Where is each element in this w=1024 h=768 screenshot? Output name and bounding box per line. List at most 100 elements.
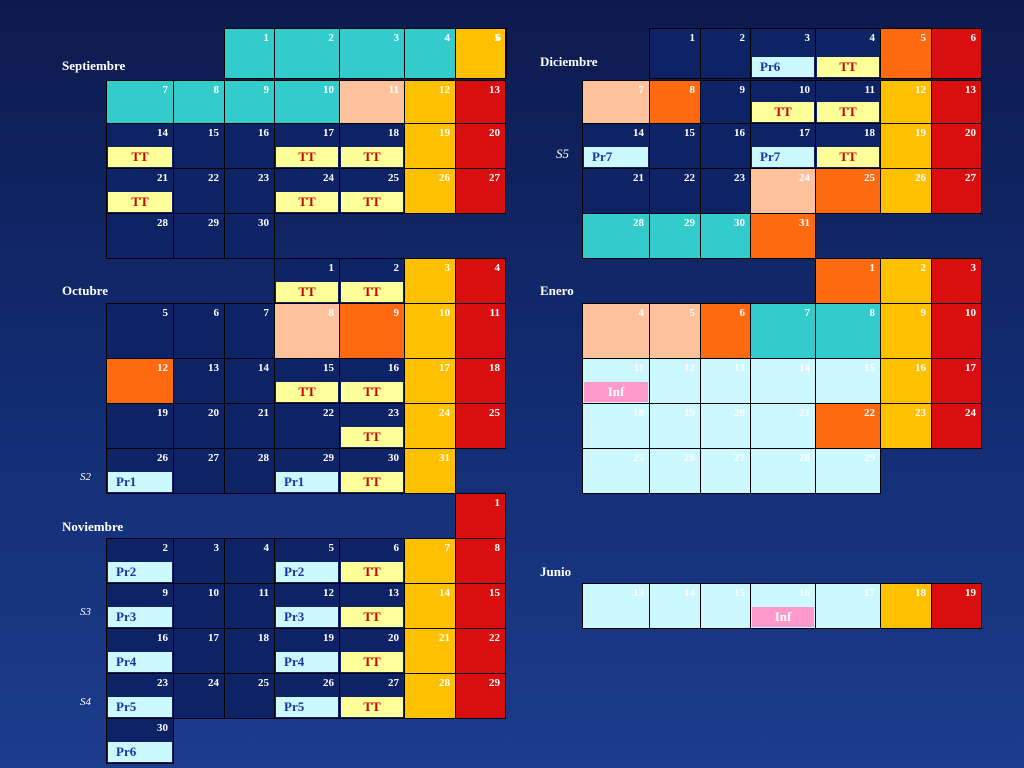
day-cell-noviembre-9[interactable]: 9 Pr3 [106,583,174,629]
day-cell-octubre-15[interactable]: 15 TT [274,358,340,404]
day-cell-noviembre-20[interactable]: 20 TT [339,628,405,674]
day-cell-enero-19[interactable]: 19 [649,403,701,449]
day-cell-diciembre-3[interactable]: 3 Pr6 [750,28,816,79]
day-cell-octubre-21[interactable]: 21 [224,403,275,449]
day-cell-octubre-24[interactable]: 24 [404,403,456,449]
day-cell-septiembre-2[interactable]: 2 [274,28,340,79]
day-cell-enero-20[interactable]: 20 [700,403,751,449]
day-cell-enero-23[interactable]: 23 [880,403,932,449]
day-cell-septiembre-1[interactable]: 1 [224,28,275,79]
day-cell-diciembre-5[interactable]: 5 [880,28,932,79]
day-cell-diciembre-20[interactable]: 20 [931,123,982,169]
day-cell-diciembre-12[interactable]: 12 [880,80,932,124]
day-cell-noviembre-14[interactable]: 14 [404,583,456,629]
day-cell-octubre-29[interactable]: 29 Pr1 [274,448,340,494]
day-cell-diciembre-8[interactable]: 8 [649,80,701,124]
day-cell-noviembre-21[interactable]: 21 [404,628,456,674]
day-cell-octubre-19[interactable]: 19 [106,403,174,449]
day-cell-noviembre-10[interactable]: 10 [173,583,225,629]
day-cell-enero-8[interactable]: 8 [815,303,881,359]
day-cell-septiembre-10[interactable]: 10 [274,80,340,124]
day-cell-octubre-16[interactable]: 16 TT [339,358,405,404]
day-cell-noviembre-15[interactable]: 15 [455,583,506,629]
day-cell-octubre-14[interactable]: 14 [224,358,275,404]
day-cell-octubre-5[interactable]: 5 [106,303,174,359]
day-cell-diciembre-24[interactable]: 24 [750,168,816,214]
day-cell-diciembre-18[interactable]: 18 TT [815,123,881,169]
day-cell-diciembre-15[interactable]: 15 [649,123,701,169]
day-cell-diciembre-17[interactable]: 17 Pr7 [750,123,816,169]
day-cell-septiembre-30[interactable]: 30 [224,213,275,259]
day-cell-septiembre-5[interactable]: 5 [455,28,506,79]
day-cell-diciembre-11[interactable]: 11 TT [815,80,881,124]
day-cell-noviembre-29[interactable]: 29 [455,673,506,719]
day-cell-septiembre-18[interactable]: 18 TT [339,123,405,169]
day-cell-diciembre-21[interactable]: 21 [582,168,650,214]
day-cell-octubre-6[interactable]: 6 [173,303,225,359]
day-cell-septiembre-4[interactable]: 4 [404,28,456,79]
day-cell-enero-24[interactable]: 24 [931,403,982,449]
day-cell-octubre-11[interactable]: 11 [455,303,506,359]
day-cell-octubre-22[interactable]: 22 [274,403,340,449]
day-cell-diciembre-9[interactable]: 9 [700,80,751,124]
day-cell-septiembre-28[interactable]: 28 [106,213,174,259]
day-cell-noviembre-23[interactable]: 23 Pr5 [106,673,174,719]
day-cell-septiembre-7[interactable]: 7 [106,80,174,124]
day-cell-diciembre-19[interactable]: 19 [880,123,932,169]
day-cell-enero-26[interactable]: 26 [649,448,701,494]
day-cell-enero-10[interactable]: 10 [931,303,982,359]
day-cell-diciembre-4[interactable]: 4 TT [815,28,881,79]
day-cell-diciembre-31[interactable]: 31 [750,213,816,259]
day-cell-diciembre-1[interactable]: 1 [649,28,701,79]
day-cell-noviembre-17[interactable]: 17 [173,628,225,674]
day-cell-enero-7[interactable]: 7 [750,303,816,359]
day-cell-diciembre-27[interactable]: 27 [931,168,982,214]
day-cell-junio-18[interactable]: 18 [880,583,932,629]
day-cell-enero-28[interactable]: 28 [750,448,816,494]
day-cell-septiembre-20[interactable]: 20 [455,123,506,169]
day-cell-noviembre-12[interactable]: 12 Pr3 [274,583,340,629]
day-cell-noviembre-8[interactable]: 8 [455,538,506,584]
day-cell-diciembre-2[interactable]: 2 [700,28,751,79]
day-cell-noviembre-24[interactable]: 24 [173,673,225,719]
day-cell-noviembre-4[interactable]: 4 [224,538,275,584]
day-cell-noviembre-27[interactable]: 27 TT [339,673,405,719]
day-cell-octubre-25[interactable]: 25 [455,403,506,449]
day-cell-septiembre-25[interactable]: 25 TT [339,168,405,214]
day-cell-septiembre-24[interactable]: 24 TT [274,168,340,214]
day-cell-septiembre-6[interactable]: 6 [496,28,507,79]
day-cell-junio-16[interactable]: 16 Inf [750,583,816,629]
day-cell-enero-12[interactable]: 12 [649,358,701,404]
day-cell-septiembre-13[interactable]: 13 [455,80,506,124]
day-cell-septiembre-19[interactable]: 19 [404,123,456,169]
day-cell-diciembre-22[interactable]: 22 [649,168,701,214]
day-cell-octubre-18[interactable]: 18 [455,358,506,404]
day-cell-noviembre-2[interactable]: 2 Pr2 [106,538,174,584]
day-cell-noviembre-1[interactable]: 1 [455,493,506,539]
day-cell-enero-11[interactable]: 11 Inf [582,358,650,404]
day-cell-octubre-7[interactable]: 7 [224,303,275,359]
day-cell-enero-21[interactable]: 21 [750,403,816,449]
day-cell-octubre-3[interactable]: 3 [404,258,456,304]
day-cell-septiembre-14[interactable]: 14 TT [106,123,174,169]
day-cell-septiembre-26[interactable]: 26 [404,168,456,214]
day-cell-enero-29[interactable]: 29 [815,448,881,494]
day-cell-octubre-10[interactable]: 10 [404,303,456,359]
day-cell-octubre-17[interactable]: 17 [404,358,456,404]
day-cell-diciembre-7[interactable]: 7 [582,80,650,124]
day-cell-enero-3[interactable]: 3 [931,258,982,304]
day-cell-noviembre-7[interactable]: 7 [404,538,456,584]
day-cell-septiembre-3[interactable]: 3 [339,28,405,79]
day-cell-octubre-30[interactable]: 30 TT [339,448,405,494]
day-cell-noviembre-16[interactable]: 16 Pr4 [106,628,174,674]
day-cell-junio-14[interactable]: 14 [649,583,701,629]
day-cell-septiembre-23[interactable]: 23 [224,168,275,214]
day-cell-junio-19[interactable]: 19 [931,583,982,629]
day-cell-noviembre-13[interactable]: 13 TT [339,583,405,629]
day-cell-noviembre-19[interactable]: 19 Pr4 [274,628,340,674]
day-cell-noviembre-18[interactable]: 18 [224,628,275,674]
day-cell-enero-18[interactable]: 18 [582,403,650,449]
day-cell-noviembre-30[interactable]: 30 Pr6 [106,718,174,764]
day-cell-octubre-8[interactable]: 8 [274,303,340,359]
day-cell-diciembre-29[interactable]: 29 [649,213,701,259]
